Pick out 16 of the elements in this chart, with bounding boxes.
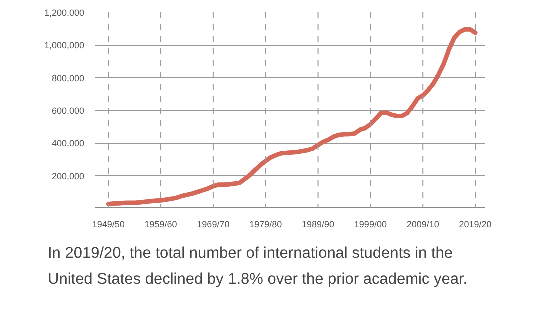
x-tick-label: 1989/90 [302, 220, 335, 230]
x-tick-label: 1969/70 [197, 220, 230, 230]
x-tick-label: 1979/80 [250, 220, 282, 230]
x-tick-label: 1959/60 [144, 220, 178, 230]
x-tick-label: 2009/10 [406, 220, 440, 230]
x-tick-label: 2019/20 [459, 220, 492, 230]
x-tick-label: 1999/00 [354, 220, 387, 230]
y-tick-label: 200,000 [52, 171, 85, 182]
text: In 2019/20, the total number of international students in the United States declined by 1.8% over the prior academic year. [48, 244, 469, 290]
y-tick-label: 400,000 [52, 138, 85, 149]
y-tick-label: 1,000,000 [44, 40, 85, 51]
y-tick-label: 800,000 [52, 73, 85, 84]
line-series [106, 27, 478, 207]
y-tick-label: 1,200,000 [44, 8, 85, 18]
y-tick-label: 600,000 [52, 106, 85, 116]
x-tick-label: 1949/50 [92, 220, 125, 230]
